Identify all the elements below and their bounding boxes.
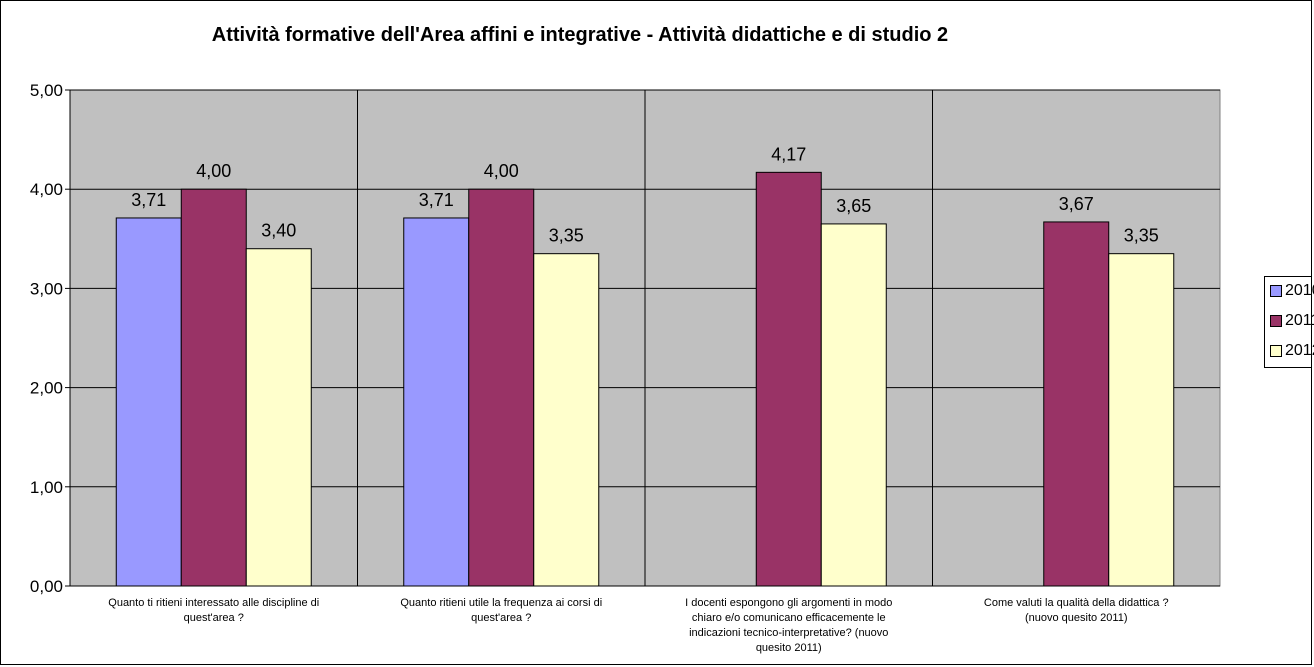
y-tick-label: 1,00	[30, 478, 63, 497]
x-tick-label: chiaro e/o comunicano efficacemente le	[692, 612, 886, 624]
x-tick-label: (nuovo quesito 2011)	[1025, 612, 1128, 624]
bar	[533, 253, 600, 587]
legend-swatch-2012	[1270, 345, 1282, 357]
y-tick-label: 5,00	[30, 81, 63, 100]
x-tick-label: Come valuti la qualità della didattica ?	[984, 597, 1169, 609]
y-tick-label: 2,00	[30, 379, 63, 398]
legend-swatch-2010	[1270, 285, 1282, 297]
bar	[1043, 221, 1110, 587]
bar	[403, 217, 470, 587]
y-tick-label: 4,00	[30, 180, 63, 199]
bar-value-label: 3,40	[261, 221, 296, 241]
bar-value-label: 4,00	[484, 161, 519, 181]
legend-label-2011: 2011	[1285, 312, 1314, 329]
bar-value-label: 3,71	[131, 190, 166, 210]
y-tick-label: 3,00	[30, 279, 63, 298]
legend-item-2010: 2010	[1270, 281, 1314, 301]
bar-value-label: 3,67	[1059, 194, 1094, 214]
legend-label-2010: 2010	[1285, 282, 1314, 299]
bar-value-label: 3,35	[1124, 226, 1159, 246]
bar	[180, 188, 247, 587]
legend-swatch-2011	[1270, 315, 1282, 327]
bar	[820, 223, 887, 587]
x-tick-label: I docenti espongono gli argomenti in mod…	[685, 597, 892, 609]
x-tick-label: Quanto ti ritieni interessato alle disci…	[108, 597, 319, 609]
bar-value-label: 3,35	[549, 226, 584, 246]
bar	[1108, 253, 1175, 587]
x-tick-label: quesito 2011)	[756, 642, 822, 654]
y-tick-label: 0,00	[30, 577, 63, 596]
bar	[468, 188, 535, 587]
bar	[115, 217, 182, 587]
bar-value-label: 4,00	[196, 161, 231, 181]
bar	[755, 171, 822, 587]
legend-item-2011: 2011	[1270, 311, 1314, 331]
bar	[245, 248, 312, 587]
x-tick-label: Quanto ritieni utile la frequenza ai cor…	[400, 597, 602, 609]
chart-title: Attività formative dell'Area affini e in…	[211, 24, 949, 46]
x-tick-label: quest'area ?	[471, 612, 531, 624]
bar-value-label: 3,71	[419, 190, 454, 210]
x-tick-label: indicazioni tecnico-interpretative? (nuo…	[689, 627, 888, 639]
bar-value-label: 4,17	[771, 144, 806, 164]
bar-value-label: 3,65	[836, 196, 871, 216]
x-tick-label: quest'area ?	[184, 612, 244, 624]
